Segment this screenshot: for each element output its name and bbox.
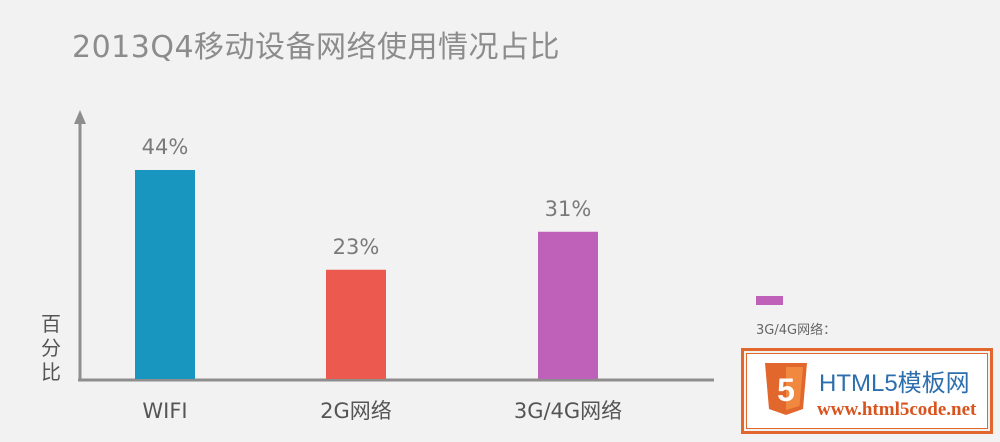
chart-axes <box>74 110 714 382</box>
legend-swatch <box>756 296 783 305</box>
category-label-3: 3G/4G网络 <box>514 399 622 423</box>
category-label-2: 2G网络 <box>320 399 392 423</box>
watermark-logo: 5 HTML5模板网 www.html5code.net <box>741 348 993 434</box>
html5-shield-number: 5 <box>777 372 795 408</box>
watermark-url: www.html5code.net <box>817 399 977 420</box>
category-label-1: WIFI <box>142 399 187 423</box>
watermark-frame: 5 HTML5模板网 www.html5code.net <box>746 353 988 429</box>
watermark-title: HTML5模板网 <box>819 370 970 397</box>
bar-3 <box>538 231 598 379</box>
y-axis-arrow <box>74 110 86 124</box>
value-label-2: 23% <box>333 235 380 259</box>
bar-2 <box>326 269 386 379</box>
value-label-1: 44% <box>142 135 189 159</box>
value-label-3: 31% <box>545 197 592 221</box>
legend-label: 3G/4G网络： <box>756 323 837 338</box>
chart-title: 2013Q4移动设备网络使用情况占比 <box>72 30 561 65</box>
bar-1 <box>135 170 195 379</box>
html5-shield-icon: 5 <box>765 363 807 415</box>
legend: 3G/4G网络： <box>756 296 836 338</box>
y-axis-label: 百分比 <box>41 312 61 384</box>
bar-series: 44% WIFI 23% 2G网络 31% 3G/4G网络 <box>135 135 622 423</box>
